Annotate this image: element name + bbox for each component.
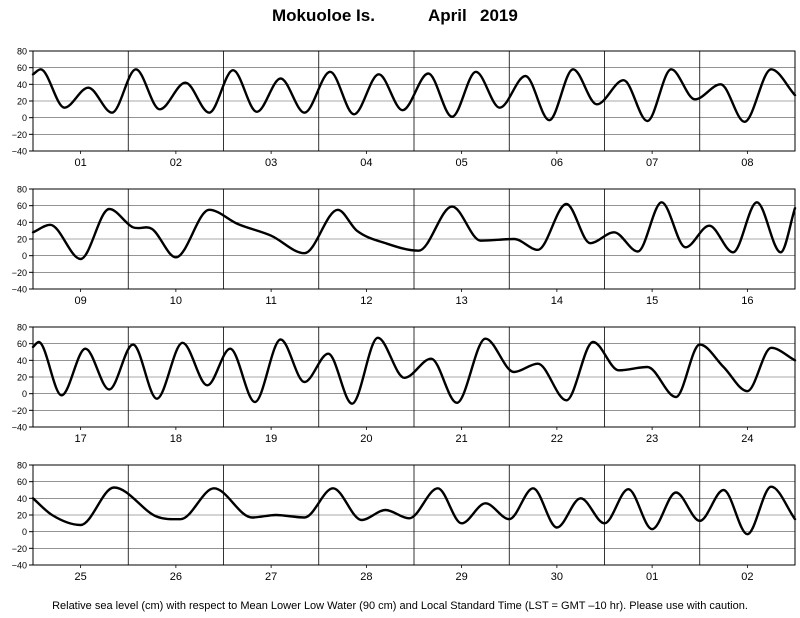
y-tick-label: 0 xyxy=(22,527,27,537)
y-tick-label: 40 xyxy=(17,80,27,90)
day-label: 16 xyxy=(741,295,753,307)
day-label: 02 xyxy=(170,157,182,169)
day-label: 12 xyxy=(360,295,372,307)
day-label: 09 xyxy=(75,295,87,307)
day-label: 01 xyxy=(75,157,87,169)
y-tick-label: 40 xyxy=(17,356,27,366)
day-label: 25 xyxy=(75,571,87,583)
y-tick-label: −20 xyxy=(12,406,27,416)
y-tick-label: −40 xyxy=(12,147,27,157)
y-tick-label: 60 xyxy=(17,63,27,73)
day-label: 23 xyxy=(646,433,658,445)
day-label: 04 xyxy=(360,157,372,169)
tide-panel: −40 −20 0 20 40 60 80 17 18 19 20 21 22 23 24 xyxy=(12,323,797,445)
panel-frame xyxy=(32,188,796,290)
y-tick-label: 40 xyxy=(17,218,27,228)
day-label: 29 xyxy=(456,571,468,583)
tide-panel: −40 −20 0 20 40 60 80 09 10 11 12 13 14 15 16 xyxy=(12,185,797,307)
day-label: 13 xyxy=(456,295,468,307)
day-label: 14 xyxy=(551,295,563,307)
tide-curve xyxy=(31,201,797,261)
y-tick-label: 60 xyxy=(17,339,27,349)
day-label: 20 xyxy=(360,433,372,445)
y-tick-label: 80 xyxy=(17,185,27,195)
y-tick-label: 80 xyxy=(17,47,27,57)
y-tick-label: −20 xyxy=(12,544,27,554)
day-label: 28 xyxy=(360,571,372,583)
month-label: April xyxy=(428,6,467,25)
y-tick-label: 80 xyxy=(17,323,27,333)
tide-panel: −40 −20 0 20 40 60 80 25 26 27 28 29 30 01 02 xyxy=(12,461,797,583)
y-tick-label: −40 xyxy=(12,423,27,433)
tide-curve xyxy=(31,485,797,536)
day-label: 01 xyxy=(646,571,658,583)
y-tick-label: −20 xyxy=(12,130,27,140)
day-label: 11 xyxy=(265,295,276,307)
day-label: 08 xyxy=(741,157,753,169)
year-label: 2019 xyxy=(480,6,518,25)
day-label: 18 xyxy=(170,433,182,445)
day-label: 06 xyxy=(551,157,563,169)
day-label: 22 xyxy=(551,433,563,445)
day-label: 21 xyxy=(456,433,468,445)
footer-note: Relative sea level (cm) with respect to … xyxy=(52,600,748,612)
y-tick-label: −40 xyxy=(12,561,27,571)
y-tick-label: 20 xyxy=(17,511,27,521)
y-tick-label: 40 xyxy=(17,494,27,504)
tide-curve xyxy=(31,336,797,405)
day-label: 17 xyxy=(75,433,87,445)
day-label: 03 xyxy=(265,157,277,169)
panel-frame xyxy=(32,464,796,566)
panel-frame xyxy=(32,326,796,428)
y-tick-label: 20 xyxy=(17,97,27,107)
y-tick-label: −40 xyxy=(12,285,27,295)
y-tick-label: 80 xyxy=(17,461,27,471)
day-label: 19 xyxy=(265,433,277,445)
day-label: 07 xyxy=(646,157,658,169)
day-label: 05 xyxy=(456,157,468,169)
panel-frame xyxy=(32,50,796,152)
y-tick-label: 20 xyxy=(17,373,27,383)
y-tick-label: −20 xyxy=(12,268,27,278)
day-label: 26 xyxy=(170,571,182,583)
day-label: 15 xyxy=(646,295,658,307)
y-tick-label: 20 xyxy=(17,235,27,245)
chart-title: Mokuoloe Is. April 2019 xyxy=(0,6,800,28)
y-tick-label: 0 xyxy=(22,113,27,123)
y-tick-label: 60 xyxy=(17,201,27,211)
day-label: 24 xyxy=(741,433,753,445)
tide-curve xyxy=(31,68,797,124)
y-tick-label: 0 xyxy=(22,251,27,261)
day-label: 27 xyxy=(265,571,277,583)
day-label: 30 xyxy=(551,571,563,583)
station-name: Mokuoloe Is. xyxy=(272,6,375,25)
y-tick-label: 60 xyxy=(17,477,27,487)
day-label: 02 xyxy=(741,571,753,583)
day-label: 10 xyxy=(170,295,182,307)
tide-panel: −40 −20 0 20 40 60 80 01 02 03 04 05 06 07 08 xyxy=(12,47,797,169)
y-tick-label: 0 xyxy=(22,389,27,399)
